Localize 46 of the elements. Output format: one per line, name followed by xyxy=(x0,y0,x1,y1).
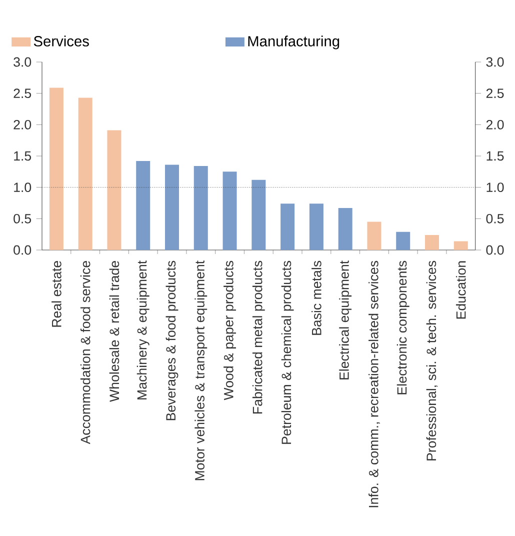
bar xyxy=(50,88,64,250)
y2-tick-label: 1.5 xyxy=(14,151,32,161)
bar xyxy=(252,180,266,250)
y2-tick-label: 1.0 xyxy=(14,182,32,192)
y-tick-label: 0.0 xyxy=(486,245,504,255)
y-tick-label: 2.0 xyxy=(486,120,504,130)
bar xyxy=(367,222,382,250)
bar xyxy=(425,234,440,250)
bar xyxy=(280,204,295,250)
y-tick-label: 3.0 xyxy=(486,57,504,67)
bar xyxy=(310,204,324,250)
y2-tick-label: 0.5 xyxy=(14,214,32,224)
y-tick-label: 2.5 xyxy=(486,88,504,98)
legend-label: Services xyxy=(34,36,90,46)
y-tick-label: 1.0 xyxy=(486,182,504,192)
x-tick-label: Info. & comm., recreation-related services xyxy=(368,260,380,508)
bar xyxy=(78,98,93,250)
x-tick-label: Fabricated metal products xyxy=(252,260,266,414)
y2-tick-label: 0.0 xyxy=(14,245,32,255)
x-tick-label: Wholesale & retail trade xyxy=(109,261,120,402)
x-tick-label: Wood & paper products xyxy=(224,260,236,400)
x-tick-label: Electrical equipment xyxy=(339,260,352,380)
bar xyxy=(165,164,180,250)
x-tick-label: Machinery & equipment xyxy=(137,260,150,400)
bar xyxy=(222,172,237,250)
bar xyxy=(136,161,150,250)
y-tick-label: 1.5 xyxy=(486,151,504,161)
y2-tick-label: 3.0 xyxy=(14,57,32,67)
x-tick-label: Basic metals xyxy=(312,260,322,335)
bar xyxy=(338,208,352,250)
x-tick-label: Real estate xyxy=(52,261,62,327)
bar xyxy=(194,166,208,250)
bar xyxy=(454,241,468,250)
x-tick-label: Electronic components xyxy=(397,260,410,394)
x-tick-label: Accommodation & food service xyxy=(80,261,90,444)
legend-label: Manufacturing xyxy=(248,36,340,50)
x-tick-label: Beverages & food products xyxy=(166,260,178,420)
bar xyxy=(107,130,122,250)
y-tick-label: 0.5 xyxy=(486,214,504,224)
y2-tick-label: 2.0 xyxy=(14,120,32,130)
x-tick-label: Professional, sci. & tech. services xyxy=(426,260,438,460)
x-tick-label: Petroleum & chemical products xyxy=(282,260,294,444)
bar xyxy=(396,232,410,250)
x-tick-label: Motor vehicles & transport equipment xyxy=(194,260,208,480)
x-tick-label: Education xyxy=(456,261,466,319)
y2-tick-label: 2.5 xyxy=(14,88,32,98)
